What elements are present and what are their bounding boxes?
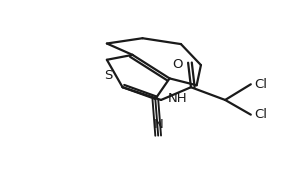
Text: N: N (153, 118, 163, 131)
Text: O: O (172, 58, 183, 71)
Text: Cl: Cl (254, 108, 267, 121)
Text: S: S (104, 69, 113, 82)
Text: NH: NH (168, 92, 188, 104)
Text: Cl: Cl (254, 78, 267, 91)
